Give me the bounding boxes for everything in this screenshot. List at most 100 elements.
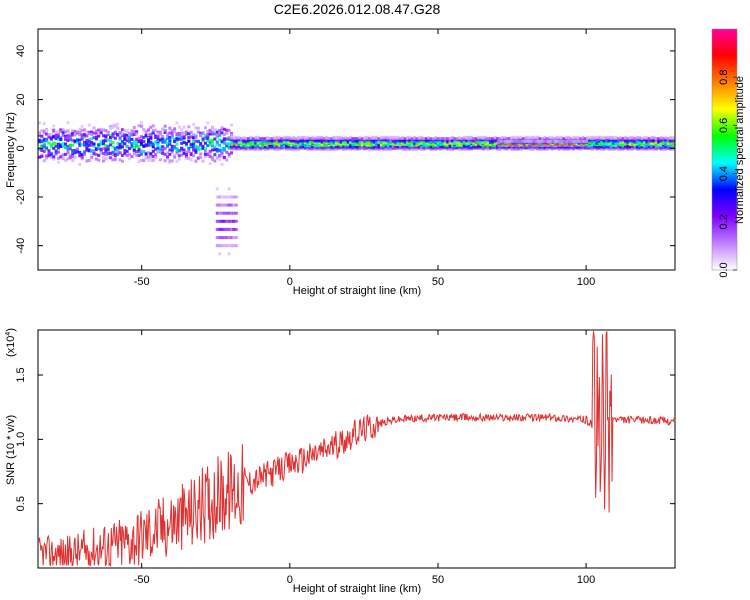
heatmap-cell	[194, 150, 198, 154]
heatmap-cell	[177, 154, 181, 158]
heatmap-cell	[120, 128, 124, 132]
heatmap-cell	[282, 135, 286, 139]
heatmap-cell	[80, 157, 84, 161]
heatmap-cell	[111, 134, 115, 138]
heatmap-cell	[222, 236, 226, 240]
heatmap-cell	[220, 154, 224, 158]
heatmap-cell	[201, 132, 205, 136]
heatmap-cell	[215, 147, 219, 151]
heatmap-cell	[154, 128, 158, 132]
heatmap-cell	[151, 149, 155, 153]
heatmap-cell	[194, 149, 198, 153]
heatmap-cell	[203, 147, 207, 151]
heatmap-cell	[90, 154, 94, 158]
heatmap-cell	[351, 137, 355, 141]
heatmap-cell	[75, 130, 79, 134]
heatmap-cell	[439, 137, 443, 141]
heatmap-cell	[671, 135, 675, 139]
heatmap-cell	[208, 132, 212, 136]
heatmap-cell	[472, 137, 476, 141]
heatmap-cell	[533, 135, 537, 139]
heatmap-cell	[163, 152, 167, 156]
heatmap-cell	[277, 135, 281, 139]
heatmap-cell	[184, 157, 188, 161]
heatmap-cell	[151, 124, 155, 128]
heatmap-cell	[49, 155, 53, 159]
heatmap-cell	[564, 135, 568, 139]
heatmap-cell	[142, 150, 146, 154]
heatmap-cell	[500, 135, 504, 139]
heatmap-cell	[147, 128, 151, 132]
heatmap-cell	[106, 131, 110, 135]
heatmap-cell	[173, 129, 177, 133]
heatmap-cell	[101, 134, 105, 138]
colorbar: 0.0 0.2 0.4 0.6 0.8 Normalized spectral ampl…	[711, 28, 746, 278]
heatmap-cell	[227, 244, 231, 248]
heatmap-cell	[612, 135, 616, 139]
heatmap-cell	[199, 141, 203, 145]
heatmap-cell	[83, 150, 87, 154]
heatmap-cell	[222, 211, 226, 215]
heatmap-cell	[54, 149, 58, 153]
heatmap-cell	[524, 135, 528, 139]
heatmap-cell	[61, 144, 65, 148]
heatmap-cell	[529, 135, 533, 139]
heatmap-cell	[218, 138, 222, 142]
heatmap-cell	[206, 121, 210, 125]
heatmap-cell	[52, 142, 56, 146]
heatmap-cell	[208, 162, 212, 166]
heatmap-cell	[268, 137, 272, 141]
heatmap-cell	[111, 124, 115, 128]
heatmap-cell	[54, 144, 58, 148]
heatmap-cell	[227, 128, 231, 132]
heatmap-cell	[387, 135, 391, 139]
heatmap-cell	[99, 127, 103, 131]
heatmap-cell	[543, 135, 547, 139]
heatmap-cell	[182, 131, 186, 135]
heatmap-cell	[215, 141, 219, 145]
heatmap-cell	[106, 144, 110, 148]
heatmap-cell	[517, 135, 521, 139]
heatmap-cell	[218, 227, 222, 231]
heatmap-cell	[211, 130, 215, 134]
heatmap-cell	[165, 137, 169, 141]
heatmap-cell	[142, 139, 146, 143]
heatmap-cell	[180, 137, 184, 141]
heatmap-cell	[506, 139, 510, 143]
heatmap-cell	[229, 211, 233, 215]
y-tick-label: 1.0	[15, 432, 27, 447]
heatmap-cell	[94, 129, 98, 133]
heatmap-cell	[151, 155, 155, 159]
heatmap-cell	[56, 138, 60, 142]
heatmap-cell	[206, 143, 210, 147]
heatmap-cell	[211, 156, 215, 160]
heatmap-cell	[511, 139, 515, 143]
heatmap-cell	[87, 139, 91, 143]
heatmap-cell	[184, 142, 188, 146]
heatmap-cell	[270, 137, 274, 141]
heatmap-cell	[170, 147, 174, 151]
heatmap-cell	[481, 135, 485, 139]
heatmap-cell	[106, 147, 110, 151]
heatmap-cell	[59, 130, 63, 134]
heatmap-cell	[213, 137, 217, 141]
heatmap-cell	[227, 219, 231, 223]
heatmap-cell	[584, 139, 588, 143]
heatmap-cell	[647, 137, 651, 141]
heatmap-cell	[38, 140, 41, 144]
heatmap-cell	[87, 149, 91, 153]
heatmap-cell	[192, 122, 196, 126]
heatmap-cell	[515, 135, 519, 139]
heatmap-cell	[547, 139, 551, 143]
heatmap-cell	[168, 135, 172, 139]
heatmap-cell	[97, 143, 101, 147]
heatmap-cell	[614, 135, 618, 139]
heatmap-cell	[227, 154, 231, 158]
heatmap-cell	[194, 159, 198, 163]
heatmap-cell	[104, 144, 108, 148]
heatmap-cell	[227, 227, 231, 231]
heatmap-cell	[189, 130, 193, 134]
heatmap-cell	[104, 129, 108, 133]
heatmap-cell	[71, 139, 75, 143]
heatmap-cell	[536, 135, 540, 139]
